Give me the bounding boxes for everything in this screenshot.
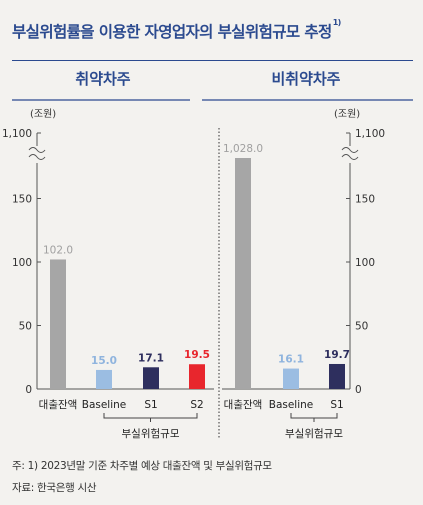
panel-title-1: 취약차주 — [75, 70, 130, 88]
unit-label-left: (조원) — [30, 108, 56, 120]
axis-break-upper-left — [28, 147, 46, 153]
bar-1-1 — [50, 259, 66, 389]
y-tick-label-left: 150 — [12, 194, 32, 206]
panel-title-2: 비취약차주 — [271, 70, 340, 88]
x-tick-label-1-2: Baseline — [82, 399, 127, 411]
x-tick-label-1-4: S2 — [190, 399, 203, 411]
data-label-1-3: 17.1 — [138, 352, 164, 364]
bar-1-2 — [96, 369, 112, 389]
x-tick-label-1-1: 대출잔액 — [39, 399, 78, 411]
y-tick-label-right: 1,100 — [355, 128, 385, 140]
unit-label-right: (조원) — [334, 108, 360, 120]
bar-2-2 — [283, 368, 299, 389]
title-rule — [12, 60, 413, 61]
bar-1-4 — [189, 364, 205, 389]
source-note: 자료: 한국은행 시산 — [12, 482, 97, 494]
x-tick-label-2-1: 대출잔액 — [224, 399, 263, 411]
group-label-1: 부실위험규모 — [122, 427, 180, 440]
y-tick-label-left: 1,100 — [2, 128, 32, 140]
y-tick-label-left: 50 — [19, 321, 32, 333]
data-label-2-3: 19.7 — [324, 349, 350, 361]
y-tick-label-left: 100 — [12, 257, 32, 269]
x-tick-label-2-3: S1 — [330, 399, 343, 411]
axis-break-lower-right — [341, 154, 359, 160]
group-bracket-2 — [290, 413, 338, 422]
data-label-1-1: 102.0 — [43, 244, 73, 256]
bar-2-3 — [329, 363, 345, 389]
axis-break-upper-right — [341, 147, 359, 153]
group-bracket-1 — [103, 413, 198, 422]
y-tick-label-right: 0 — [355, 384, 362, 396]
bar-chart: 취약차주 비취약차주 (조원) (조원) 0 50 100 150 1,100 0 50 100 150… — [2, 70, 413, 440]
axis-break-lower-left — [28, 154, 46, 160]
x-tick-label-2-2: Baseline — [269, 399, 314, 411]
y-tick-label-right: 100 — [355, 257, 375, 269]
x-tick-label-1-3: S1 — [144, 399, 157, 411]
data-label-2-2: 16.1 — [278, 354, 304, 366]
bar-1-3 — [143, 367, 159, 389]
bar-2-1 — [235, 158, 251, 389]
data-label-1-4: 19.5 — [184, 349, 210, 361]
y-tick-label-right: 50 — [355, 321, 368, 333]
data-label-2-1: 1,028.0 — [223, 143, 263, 155]
chart-title: 부실위험률을 이용한 자영업자의 부실위험규모 추정1) — [12, 18, 341, 41]
data-label-1-2: 15.0 — [91, 355, 117, 367]
group-label-2: 부실위험규모 — [285, 427, 343, 440]
y-tick-label-right: 150 — [355, 194, 375, 206]
y-tick-label-left: 0 — [25, 384, 32, 396]
footnote: 주: 1) 2023년말 기준 차주별 예상 대출잔액 및 부실위험규모 — [12, 460, 272, 472]
